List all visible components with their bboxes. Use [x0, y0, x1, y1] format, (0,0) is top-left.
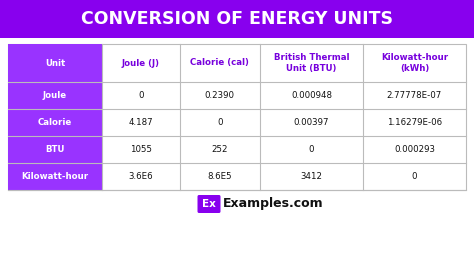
Text: Calorie (cal): Calorie (cal)	[191, 59, 249, 68]
Text: 1055: 1055	[130, 145, 152, 154]
FancyBboxPatch shape	[8, 44, 102, 190]
Text: 0: 0	[309, 145, 314, 154]
Text: British Thermal
Unit (BTU): British Thermal Unit (BTU)	[273, 53, 349, 73]
Text: 0.00397: 0.00397	[294, 118, 329, 127]
FancyBboxPatch shape	[0, 0, 474, 38]
Text: 3412: 3412	[301, 172, 322, 181]
Text: 2.77778E-07: 2.77778E-07	[387, 91, 442, 100]
Text: 1.16279E-06: 1.16279E-06	[387, 118, 442, 127]
FancyBboxPatch shape	[8, 44, 466, 190]
Text: 0: 0	[217, 118, 223, 127]
Text: 4.187: 4.187	[128, 118, 153, 127]
Text: 3.6E6: 3.6E6	[128, 172, 153, 181]
Text: Joule (J): Joule (J)	[122, 59, 160, 68]
Text: Ex: Ex	[202, 199, 216, 209]
Text: Kilowatt-hour
(kWh): Kilowatt-hour (kWh)	[381, 53, 448, 73]
Text: Unit: Unit	[45, 59, 65, 68]
Text: Calorie: Calorie	[38, 118, 72, 127]
Text: 0.000948: 0.000948	[291, 91, 332, 100]
Text: Examples.com: Examples.com	[223, 197, 324, 210]
FancyBboxPatch shape	[198, 195, 220, 213]
Text: 8.6E5: 8.6E5	[208, 172, 232, 181]
Text: CONVERSION OF ENERGY UNITS: CONVERSION OF ENERGY UNITS	[81, 10, 393, 28]
Text: 0: 0	[138, 91, 144, 100]
Text: Kilowatt-hour: Kilowatt-hour	[21, 172, 89, 181]
Text: BTU: BTU	[45, 145, 64, 154]
Text: 0.000293: 0.000293	[394, 145, 435, 154]
Text: 0: 0	[412, 172, 417, 181]
Text: 252: 252	[211, 145, 228, 154]
Text: 0.2390: 0.2390	[205, 91, 235, 100]
Text: Joule: Joule	[43, 91, 67, 100]
